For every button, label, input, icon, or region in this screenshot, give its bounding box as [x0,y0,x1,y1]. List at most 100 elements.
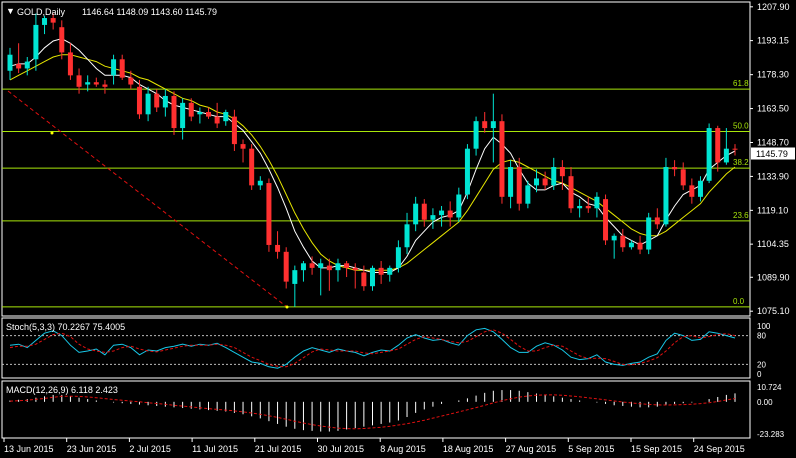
candle-body [646,217,652,250]
candle [93,77,99,87]
candle [585,196,591,213]
candle [516,157,522,211]
date-tick-label: 5 Sep 2015 [568,444,614,454]
candle-body [620,235,626,248]
candle-body [119,59,125,78]
fib-label: 0.0 [733,297,745,306]
candle [447,201,453,227]
candle [508,160,514,209]
candle-body [257,180,263,186]
candle [136,79,142,119]
price-tick-label: 1163.50 [757,104,789,114]
candle [85,75,91,92]
candle [275,231,281,259]
price-tick-label: 1193.15 [757,36,789,46]
price-tick-label: 1133.90 [757,171,789,181]
stoch-axis-label: 100 [757,322,771,331]
candle [594,192,600,218]
candle [197,107,203,124]
candle-body [464,148,470,195]
candle-body [352,267,358,271]
stoch-signal-line [9,329,736,368]
ma-fast-line [9,38,736,273]
trendline-anchor-bottom [285,305,289,309]
trendline-layer [7,90,289,309]
candle [7,47,13,80]
dropdown-icon[interactable]: ▼ [6,6,15,16]
macd-signal-line [9,394,736,430]
candle-body [654,217,660,225]
candle [663,157,669,227]
candle [231,109,237,151]
candle [490,93,496,163]
candle [344,260,350,278]
ohlc-label: 1146.64 1148.09 1143.60 1145.79 [82,7,217,17]
price-tick-label: 1104.35 [757,239,789,249]
candle-body [706,128,712,181]
date-tick-label: 11 Jul 2015 [192,444,238,454]
candle [154,89,160,113]
date-tick-label: 13 Jun 2015 [4,444,54,454]
candle-body [76,75,82,87]
candle [473,116,479,156]
candle-body [680,169,686,186]
date-tick-label: 24 Sep 2015 [694,444,745,454]
candle [654,208,660,229]
date-tick-label: 2 Jul 2015 [129,444,171,454]
candle [33,13,39,71]
candle-body [206,112,212,117]
candle [76,68,82,94]
stoch-main-line [9,327,736,369]
candle [525,180,531,209]
candle-body [525,185,531,204]
candle [404,212,410,255]
candle-body [344,263,350,268]
stoch-axis-label: 80 [757,332,766,341]
candle-body [533,178,539,186]
price-tick-label: 1075.10 [757,306,790,316]
price-panel-frame [1,1,751,317]
candle [430,208,436,229]
candle-body [715,128,721,163]
candle [16,43,22,74]
svg-text:1145.79: 1145.79 [756,149,788,159]
candle-body [145,93,151,115]
candle [551,157,557,190]
candle [188,98,194,122]
date-tick-label: 21 Jul 2015 [255,444,302,454]
candle-body [240,144,246,149]
date-tick-label: 15 Sep 2015 [631,444,682,454]
candle-body [568,176,574,209]
candle-body [732,148,738,150]
candle [413,196,419,232]
candles [7,13,738,307]
candle-body [326,265,332,271]
candle [50,13,56,30]
candle [723,128,729,165]
date-tick-label: 8 Aug 2015 [380,444,426,454]
candle [266,178,272,252]
candle-body [663,167,669,225]
candle [335,258,341,282]
candle [395,240,401,273]
price-tick-label: 1178.30 [757,70,789,80]
price-tick-label: 1148.70 [757,137,789,147]
candle-body [508,167,514,197]
candle [715,125,721,172]
candle-body [197,112,203,115]
price-tick-label: 1119.10 [757,205,788,215]
candle-body [577,205,583,209]
candle-body [378,267,384,275]
candle-body [499,121,505,197]
candle-body [697,180,703,197]
candle [672,160,678,177]
candle [309,256,315,275]
candle-body [309,263,315,268]
candle-body [490,121,496,129]
candle-body [430,215,436,220]
candle-body [59,27,65,53]
candle-body [335,263,341,271]
candle [577,199,583,218]
candle-body [361,272,367,287]
